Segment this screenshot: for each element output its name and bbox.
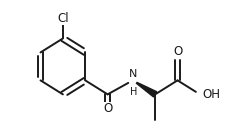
Text: N: N [128, 69, 136, 79]
Text: H: H [129, 87, 137, 97]
Text: O: O [172, 45, 181, 58]
Polygon shape [136, 82, 156, 97]
Text: O: O [103, 102, 112, 115]
Text: OH: OH [202, 88, 220, 101]
Text: Cl: Cl [57, 12, 69, 25]
